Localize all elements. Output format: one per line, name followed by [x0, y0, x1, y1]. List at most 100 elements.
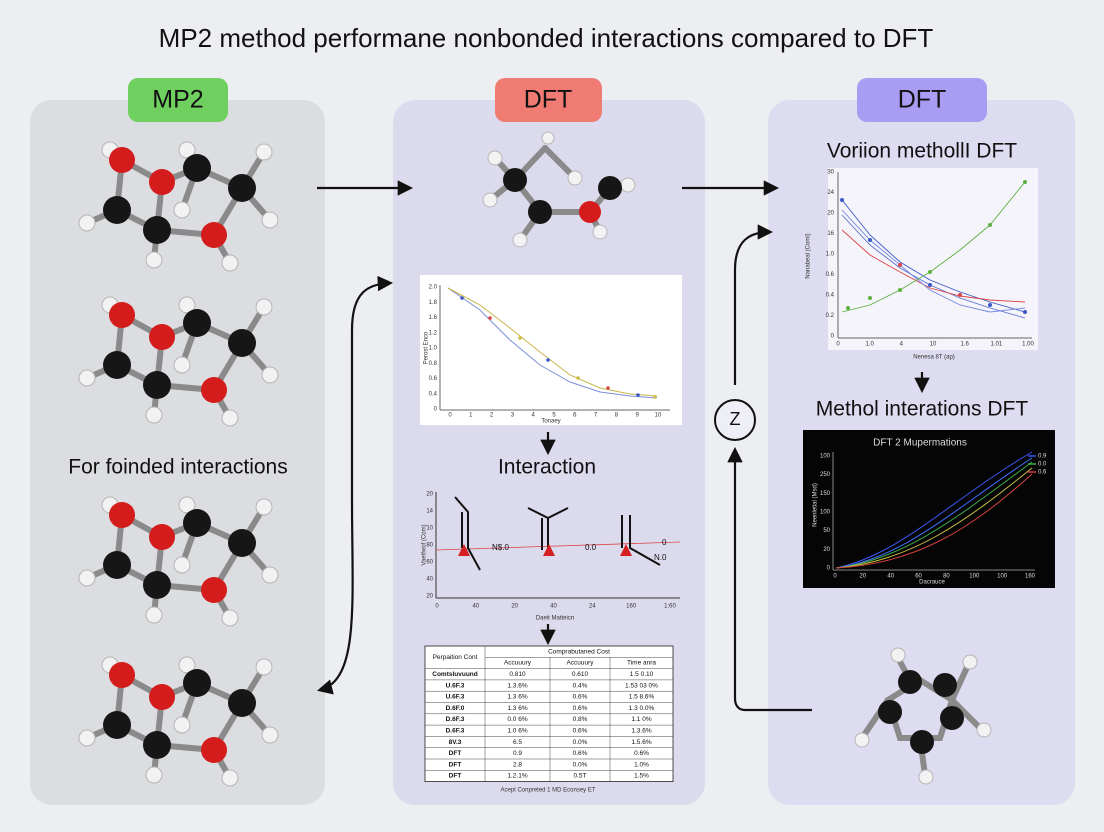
circle	[918, 769, 934, 785]
circle	[962, 654, 978, 670]
x-tick-label: 40	[887, 574, 894, 580]
circle	[487, 150, 503, 166]
circle	[878, 700, 902, 724]
molecule	[482, 131, 636, 248]
axis-label: Neenletial (Msd)	[813, 483, 819, 527]
path	[835, 467, 1033, 569]
table-cell: 1.0 6%	[507, 727, 527, 734]
circle	[890, 647, 906, 663]
points	[460, 296, 657, 399]
y-tick-label: 20	[426, 492, 433, 498]
circle	[482, 192, 498, 208]
table-cell: 1.1 0%	[631, 716, 651, 723]
table-cell: DFT	[449, 773, 462, 780]
y-tick-label: 0.8	[429, 361, 438, 367]
y-tick-label: 1.6	[429, 315, 438, 321]
circle	[840, 198, 844, 202]
circle	[1023, 180, 1027, 184]
table-cell: 6.5	[513, 739, 522, 746]
table-cell: 0.610	[572, 671, 589, 678]
circle	[1023, 310, 1027, 314]
x-tick-label: 60	[915, 574, 922, 580]
badge-text: MP2	[152, 86, 203, 114]
path	[835, 473, 1033, 569]
y-tick-label: 16	[827, 231, 834, 237]
x-tick-label: 8	[615, 413, 619, 419]
x-tick-label: 4	[532, 413, 536, 419]
arrow	[727, 446, 812, 712]
y-tick-label: 100	[820, 454, 831, 460]
circle	[958, 293, 962, 297]
circle	[488, 316, 492, 320]
x-tick-label: 80	[943, 574, 950, 580]
polyline	[841, 229, 1026, 303]
x-tick-label: 20	[511, 604, 518, 610]
axis-label: Daeit Matteicn	[536, 616, 574, 622]
legend: 0.9 0.0 0.6	[1028, 454, 1047, 476]
circle	[460, 296, 464, 300]
y-tick-label: 0.4	[429, 391, 438, 397]
table-header: Comprabutaned Cost	[548, 648, 610, 655]
table-cell: 1.5.6%	[631, 739, 651, 746]
table-cell: 1.3 6%	[507, 694, 527, 701]
x-tick-label: 40	[472, 604, 479, 610]
y-tick-label: 20	[823, 547, 830, 553]
table-cell: 1.5 8.6%	[629, 694, 655, 701]
table-cell: 0.6%	[634, 750, 649, 757]
circle	[503, 168, 527, 192]
table-cell: 1.5%	[634, 773, 649, 780]
line	[949, 662, 971, 703]
table-cell: DFT	[449, 761, 462, 768]
y-tick-label: 100	[820, 510, 831, 516]
y-tick-label: 0	[831, 334, 835, 340]
x-tick-label: 0	[435, 604, 439, 610]
badge	[857, 78, 987, 122]
table-cell: 1.2.1%	[507, 773, 527, 780]
points	[840, 180, 1027, 314]
circle	[868, 238, 872, 242]
annotation: 0	[662, 538, 667, 547]
marker	[620, 544, 632, 556]
table-cell: 1.3 6%	[507, 705, 527, 712]
circle	[940, 706, 964, 730]
axis-label: Nanabeal (Coml)	[806, 233, 812, 278]
circle	[933, 673, 957, 697]
y-tick-label: 60	[426, 560, 433, 566]
polyline	[841, 199, 1026, 313]
table-cell: 2.8	[513, 761, 522, 768]
circle	[988, 223, 992, 227]
table-cell: 0.6%	[573, 727, 588, 734]
table-cell: 1.3.6%	[631, 727, 651, 734]
chart-frame	[420, 275, 682, 425]
table-cell: 0.0%	[573, 761, 588, 768]
circle	[898, 263, 902, 267]
path	[835, 461, 1033, 569]
circle	[898, 288, 902, 292]
y-tick-label: 0	[827, 566, 831, 572]
y-tick-label: 14	[426, 509, 433, 515]
x-tick-label: 100	[997, 574, 1008, 580]
badge	[128, 78, 228, 122]
path	[454, 496, 481, 571]
path	[621, 515, 661, 566]
x-tick-label: 20	[860, 574, 867, 580]
circle	[620, 177, 636, 193]
x-tick-label: 1:60	[664, 604, 676, 610]
annotation: 0.0	[585, 543, 597, 552]
circle	[518, 336, 522, 340]
x-tick-label: 1	[469, 413, 473, 419]
chart-title: Voriion methollI DFT	[827, 140, 1017, 163]
axis-label: Perost Enco	[424, 331, 430, 364]
x-tick-label: 1.0	[865, 342, 874, 348]
symbol: Z	[730, 409, 741, 429]
badge	[495, 78, 602, 122]
table-cell: 0.6%	[573, 694, 588, 701]
circle	[868, 296, 872, 300]
arrow	[317, 275, 394, 695]
badge-text: DFT	[524, 86, 573, 114]
path	[835, 451, 1033, 569]
circle	[567, 170, 583, 186]
line	[435, 541, 681, 551]
x-tick-label: 0	[448, 413, 452, 419]
y-tick-label: 0.2	[826, 313, 835, 319]
